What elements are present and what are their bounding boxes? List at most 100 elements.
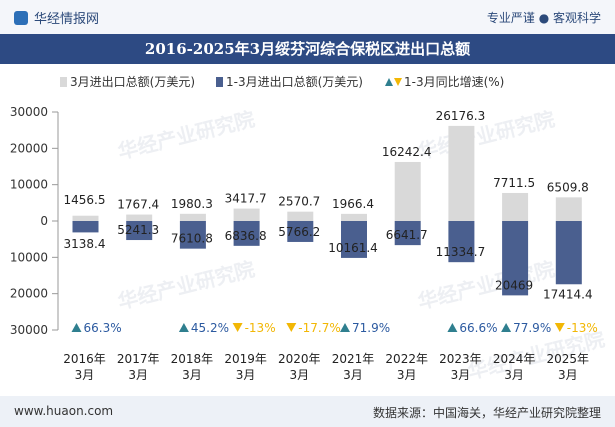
growth-up-icon (447, 323, 458, 332)
growth-item: -13% (232, 321, 276, 335)
data-source: 数据来源：中国海关，华经产业研究院整理 (372, 406, 601, 420)
title-bar: 2016-2025年3月绥芬河综合保税区进出口总额 (0, 34, 615, 64)
label-monthly: 26176.3 (436, 109, 486, 123)
bar-monthly (341, 213, 367, 221)
legend-cumulative-label: 1-3月进出口总额(万美元) (226, 75, 363, 89)
legend-cumulative-swatch (216, 77, 223, 87)
legend-growth: 1-3月同比增速(%) (385, 75, 504, 89)
watermark-0: 华经产业研究院 (115, 107, 257, 164)
bar-cumulative (72, 221, 99, 233)
legend-growth-label: 1-3月同比增速(%) (404, 75, 504, 89)
y-tick-label: 10000 (10, 250, 48, 264)
label-cumulative: 10161.4 (328, 241, 378, 255)
growth-label: 71.9% (352, 321, 390, 335)
x-tick-label: 2021年 3月 (332, 352, 375, 382)
bar-monthly (502, 192, 529, 221)
legend-monthly: 3月进出口总额(万美元) (60, 75, 195, 89)
bar-monthly (179, 213, 206, 221)
growth-item: -17.7% (286, 321, 341, 335)
label-cumulative: 3138.4 (64, 237, 106, 251)
label-cumulative: 6836.8 (225, 229, 267, 243)
label-cumulative: 17414.4 (543, 287, 593, 301)
bar-cumulative (502, 221, 529, 296)
brand: 华经情报网 (14, 8, 99, 27)
label-cumulative: 5241.3 (117, 223, 159, 237)
growth-row: 66.3% 45.2% -13% -17.7% 71.9% 66.6% 77.9% -13% (71, 321, 598, 335)
bar-cumulative (555, 221, 582, 285)
triangle-up-icon (385, 78, 393, 86)
y-tick-label: 10000 (10, 178, 48, 192)
x-tick-label: 2017年 3月 (117, 352, 160, 382)
growth-down-icon (232, 323, 243, 332)
brand-name: 华经情报网 (34, 12, 100, 27)
x-axis: 2016年 3月 2017年 3月 2018年 3月 2019年 3月 2020年 3月 2021年… (63, 352, 589, 382)
x-tick-label: 2018年 3月 (171, 352, 214, 382)
legend-monthly-label: 3月进出口总额(万美元) (70, 75, 195, 89)
bar-cumulative (287, 221, 314, 242)
chart: 3月进出口总额(万美元) 1-3月进出口总额(万美元) 1-3月同比增速(%) 华经… (10, 75, 607, 384)
watermark-3: 华经产业研究院 (415, 257, 557, 314)
label-cumulative: 7610.8 (171, 232, 213, 246)
y-tick-label: 20000 (10, 141, 48, 155)
legend-monthly-swatch (60, 77, 67, 87)
growth-down-icon (286, 323, 297, 332)
growth-label: -13% (245, 321, 276, 335)
watermark-2: 华经产业研究院 (115, 257, 257, 314)
label-monthly: 6509.8 (547, 180, 589, 194)
x-tick-label: 2020年 3月 (278, 352, 321, 382)
label-monthly: 2570.7 (278, 195, 320, 209)
y-tick-label: 20000 (10, 287, 48, 301)
bar-monthly (233, 208, 260, 221)
label-monthly: 16242.4 (382, 145, 432, 159)
bar-cumulative (126, 221, 153, 241)
label-monthly: 7711.5 (493, 176, 535, 190)
label-monthly: 3417.7 (225, 192, 267, 206)
x-tick-label: 2022年 3月 (385, 352, 428, 382)
label-cumulative: 5766.2 (278, 225, 320, 239)
bar-monthly (394, 161, 421, 221)
x-tick-label: 2019年 3月 (224, 352, 267, 382)
chart-title: 2016-2025年3月绥芬河综合保税区进出口总额 (144, 40, 471, 58)
x-tick-label: 2025年 3月 (547, 352, 590, 382)
label-cumulative: 6641.7 (386, 228, 428, 242)
growth-label: 77.9% (513, 321, 551, 335)
tagline: 专业严谨 ● 客观科学 (486, 11, 601, 25)
bar-cumulative (394, 221, 421, 246)
legend-cumulative: 1-3月进出口总额(万美元) (216, 75, 363, 89)
growth-item: 71.9% (340, 321, 390, 335)
growth-up-icon (178, 323, 189, 332)
growth-label: 45.2% (191, 321, 229, 335)
growth-item: 77.9% (501, 321, 551, 335)
bar-monthly (448, 125, 475, 221)
growth-up-icon (501, 323, 512, 332)
growth-label: 66.6% (459, 321, 497, 335)
label-monthly: 1456.5 (64, 193, 106, 207)
x-tick-label: 2024年 3月 (493, 352, 536, 382)
growth-label: 66.3% (84, 321, 122, 335)
huajing-logo-icon (14, 11, 28, 25)
growth-up-icon (71, 323, 82, 332)
y-tick-label: 30000 (10, 323, 48, 337)
bar-cumulative (448, 221, 475, 263)
growth-label: -17.7% (298, 321, 340, 335)
legend: 3月进出口总额(万美元) 1-3月进出口总额(万美元) 1-3月同比增速(%) (60, 75, 504, 89)
y-axis: 30000 20000 10000 0 10000 20000 30000 (10, 105, 59, 337)
growth-up-icon (340, 323, 350, 332)
growth-item: 66.6% (447, 321, 498, 335)
y-tick-label: 0 (40, 214, 48, 228)
value-labels: 1456.5 3138.4 1767.4 5241.3 1980.3 7610.8 3417… (64, 109, 593, 301)
top-bar: 华经情报网 专业严谨 ● 客观科学 (0, 0, 615, 34)
x-tick-label: 2016年 3月 (63, 352, 106, 382)
label-cumulative: 11334.7 (436, 245, 486, 259)
bar-monthly (555, 197, 582, 221)
label-monthly: 1767.4 (117, 198, 159, 212)
growth-item: 45.2% (178, 321, 229, 335)
x-tick-label: 2023年 3月 (439, 352, 482, 382)
bar-monthly (126, 214, 153, 221)
website-link[interactable]: www.huaon.com (14, 404, 114, 418)
growth-item: -13% (554, 321, 598, 335)
growth-label: -13% (567, 321, 598, 335)
bar-cumulative (341, 221, 367, 258)
bar-cumulative (233, 221, 260, 246)
bar-monthly (287, 211, 314, 221)
